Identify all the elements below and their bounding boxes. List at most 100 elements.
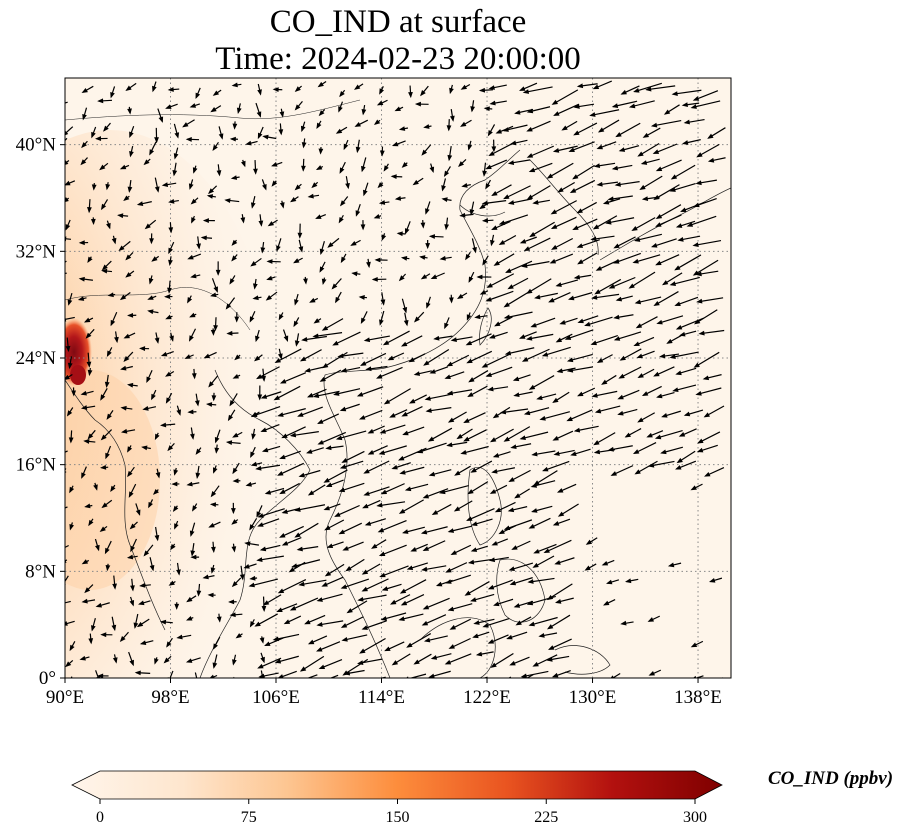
wind-arrow xyxy=(425,201,431,215)
wind-arrow xyxy=(278,312,284,321)
wind-arrow xyxy=(526,595,556,606)
wind-arrow xyxy=(391,462,411,470)
wind-arrow xyxy=(446,119,452,132)
wind-arrow xyxy=(229,612,243,618)
wind-arrow xyxy=(81,85,94,93)
wind-arrow xyxy=(573,103,595,109)
wind-arrow xyxy=(355,203,361,217)
wind-arrow xyxy=(324,519,345,531)
wind-arrow xyxy=(620,85,640,95)
wind-arrow xyxy=(507,159,531,165)
wind-arrow xyxy=(428,469,452,477)
wind-arrow xyxy=(71,387,77,397)
wind-arrow xyxy=(143,544,154,557)
wind-arrow xyxy=(107,292,116,298)
wind-arrow xyxy=(168,222,174,234)
wind-arrow xyxy=(446,354,470,367)
wind-arrow xyxy=(141,445,151,451)
wind-arrow xyxy=(669,351,699,359)
wind-arrow xyxy=(88,633,94,645)
wind-arrow xyxy=(628,100,655,109)
wind-arrow xyxy=(468,271,475,283)
wind-arrow xyxy=(488,142,515,157)
wind-arrow xyxy=(210,105,222,113)
wind-arrow xyxy=(648,669,662,676)
wind-arrow xyxy=(361,104,367,116)
wind-arrow xyxy=(230,502,236,515)
wind-arrow xyxy=(106,220,111,230)
wind-arrow xyxy=(559,317,578,325)
x-tick-label: 114°E xyxy=(358,687,405,708)
wind-arrow xyxy=(250,257,262,267)
wind-arrow xyxy=(216,613,222,623)
wind-arrow xyxy=(195,87,201,100)
wind-arrow xyxy=(329,674,339,678)
wind-arrow xyxy=(232,478,241,484)
coastline-mindanao xyxy=(496,558,546,623)
wind-arrow xyxy=(136,618,150,628)
wind-arrow xyxy=(345,176,350,190)
wind-arrow xyxy=(421,614,447,626)
x-tick-label: 138°E xyxy=(674,687,722,708)
wind-arrow xyxy=(257,385,263,401)
wind-arrow xyxy=(584,316,613,327)
wind-arrow xyxy=(126,382,138,388)
wind-arrow xyxy=(119,164,130,170)
wind-arrow xyxy=(655,214,682,227)
wind-arrow xyxy=(119,291,131,301)
wind-arrow xyxy=(209,502,219,508)
wind-arrow xyxy=(160,422,176,428)
wind-arrow xyxy=(341,634,368,642)
wind-arrow xyxy=(339,89,346,98)
wind-arrow xyxy=(257,126,264,140)
wind-arrow xyxy=(528,616,558,627)
wind-arrow xyxy=(493,598,514,607)
wind-arrow xyxy=(127,466,135,478)
wind-arrow xyxy=(210,292,219,298)
wind-arrow xyxy=(356,386,384,397)
wind-arrow xyxy=(376,501,406,508)
wind-arrow xyxy=(503,426,531,442)
wind-arrow xyxy=(189,312,197,318)
wind-arrow xyxy=(460,445,489,455)
wind-arrow xyxy=(165,392,173,404)
wind-arrow xyxy=(391,140,406,147)
wind-arrow xyxy=(88,518,94,527)
coastline-shandong xyxy=(459,204,506,217)
wind-arrow xyxy=(231,82,242,88)
wind-arrow xyxy=(554,557,575,565)
wind-arrow xyxy=(274,348,302,363)
wind-arrow xyxy=(552,391,570,403)
wind-arrow xyxy=(148,499,154,509)
wind-arrow xyxy=(135,503,141,516)
wind-arrow xyxy=(366,258,371,269)
wind-arrow xyxy=(85,328,95,339)
wind-arrow xyxy=(146,369,153,383)
wind-arrow xyxy=(299,655,325,672)
wind-arrow xyxy=(448,637,471,649)
wind-arrow xyxy=(400,677,401,678)
wind-arrow xyxy=(229,393,238,407)
wind-arrow xyxy=(490,652,514,668)
wind-arrow xyxy=(404,483,429,492)
wind-arrow xyxy=(225,440,241,445)
x-tick-label: 106°E xyxy=(252,687,300,708)
wind-arrow xyxy=(373,214,382,219)
map-gridlines xyxy=(65,78,731,678)
wind-arrow xyxy=(430,653,452,660)
wind-arrow xyxy=(470,460,493,473)
wind-arrow xyxy=(596,141,617,150)
wind-arrow xyxy=(211,392,217,402)
wind-arrow xyxy=(190,543,196,557)
wind-arrow xyxy=(65,90,66,91)
wind-arrow xyxy=(323,503,341,511)
map-plot-area xyxy=(64,77,732,679)
wind-arrow xyxy=(546,614,571,630)
wind-arrow xyxy=(661,272,683,286)
wind-arrow xyxy=(232,431,243,438)
wind-arrow xyxy=(410,543,428,552)
wind-arrow xyxy=(408,394,427,404)
wind-arrow xyxy=(316,641,341,652)
colorbar-tick-label: 150 xyxy=(386,809,410,826)
